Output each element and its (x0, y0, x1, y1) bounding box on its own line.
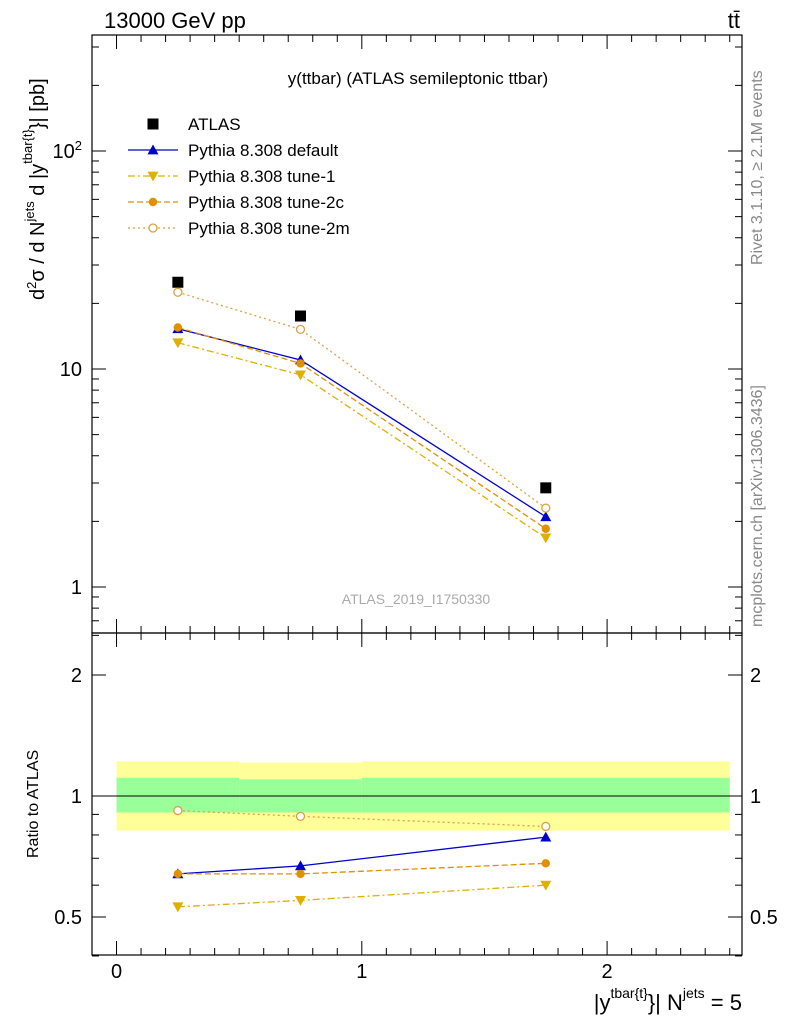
ratio-y-tick-label: 0.5 (54, 907, 82, 929)
legend-marker-tune1 (147, 171, 159, 182)
ratio-line-tune1 (177, 884, 546, 908)
ratio-point-tune1 (540, 880, 552, 891)
ratio-point-tune1 (294, 895, 306, 906)
legend-marker-tune2m (148, 223, 158, 233)
ratio-point-tune2c (541, 859, 550, 868)
ratio-panel: 0.5 0.5 1 1 2 2 0 1 2 (54, 632, 778, 983)
main-point-atlas (540, 482, 552, 494)
ratio-point-default (540, 831, 552, 842)
main-point-tune1 (540, 533, 552, 544)
legend-label-tune2m: Pythia 8.308 tune-2m (188, 219, 350, 238)
ratio-frame (91, 632, 743, 956)
ratio-point-tune1 (172, 902, 184, 913)
main-point-tune2c (541, 524, 550, 533)
main-point-default (540, 511, 552, 522)
main-axis-ticks: 1 10 102 (53, 35, 742, 636)
ratio-point-tune2m (541, 821, 551, 832)
mcplots-label: mcplots.cern.ch [arXiv:1306.3436] (749, 385, 766, 627)
energy-label: 13000 GeV pp (104, 8, 246, 33)
ratio-line-tune2m (177, 809, 546, 828)
main-y-tick-label: 102 (53, 138, 82, 163)
ratio-series-markers (172, 805, 552, 913)
ratio-point-tune2m (295, 811, 306, 821)
main-point-tune2m (173, 287, 183, 297)
process-label: tt̄ (728, 8, 740, 33)
legend: ATLAS Pythia 8.308 default Pythia 8.308 tu… (128, 115, 350, 238)
legend-label-default: Pythia 8.308 default (188, 141, 339, 160)
main-point-tune1 (294, 370, 306, 381)
ratio-point-tune2m (173, 805, 183, 816)
ratio-x-tick-label: 0 (111, 961, 122, 983)
main-y-tick-label: 10 (60, 359, 82, 381)
main-point-tune1 (172, 338, 184, 349)
main-point-tune2m (295, 324, 306, 335)
ratio-band-inner (361, 777, 730, 813)
ratio-y-tick-label-right: 1 (750, 786, 761, 808)
ratio-line-default (177, 836, 546, 875)
legend-marker-tune2c (148, 197, 158, 207)
ratio-xlabel: |ytbar{t}}| Njets = 5 (594, 985, 742, 1015)
ratio-line-tune2c (177, 862, 546, 875)
ratio-y-tick-label-right: 0.5 (750, 907, 778, 929)
ratio-point-tune2c (296, 869, 305, 879)
main-line-tune2c (177, 326, 547, 530)
ratio-x-tick-label: 2 (602, 961, 613, 983)
main-point-atlas (294, 310, 306, 322)
ratio-point-tune2c (173, 869, 183, 879)
main-panel: 1 10 102 y(ttbar) (ATLAS semileptonic ttba… (53, 34, 743, 636)
ratio-y-tick-label-right: 2 (750, 665, 761, 687)
rivet-label: Rivet 3.1.10, ≥ 2.1M events (749, 70, 766, 265)
main-point-tune2c (173, 323, 183, 332)
legend-label-tune2c: Pythia 8.308 tune-2c (188, 193, 344, 212)
main-y-tick-label: 1 (71, 577, 82, 599)
main-ylabel: d2σ / d Njets d |ytbar{t}}| [pb] (20, 78, 49, 300)
main-series-lines (177, 291, 547, 539)
ratio-axis-ticks: 0.5 0.5 1 1 2 2 0 1 2 (54, 633, 778, 983)
ratio-ylabel: Ratio to ATLAS (25, 750, 42, 858)
ratio-x-tick-label: 1 (356, 961, 367, 983)
legend-label-atlas: ATLAS (188, 115, 241, 134)
main-title: y(ttbar) (ATLAS semileptonic ttbar) (288, 69, 548, 88)
watermark: ATLAS_2019_I1750330 (342, 591, 491, 607)
legend-label-tune1: Pythia 8.308 tune-1 (188, 167, 335, 186)
legend-marker-default (147, 144, 159, 155)
main-point-atlas (172, 276, 184, 288)
main-line-tune1 (177, 342, 547, 539)
main-point-tune2m (541, 503, 551, 513)
legend-marker-atlas (147, 118, 159, 130)
main-series-markers (172, 276, 552, 544)
ratio-point-default (294, 860, 306, 871)
ratio-y-tick-label: 1 (71, 786, 82, 808)
main-line-tune2m (177, 291, 547, 509)
ratio-y-tick-label: 2 (71, 665, 82, 687)
main-point-tune2c (296, 359, 305, 368)
